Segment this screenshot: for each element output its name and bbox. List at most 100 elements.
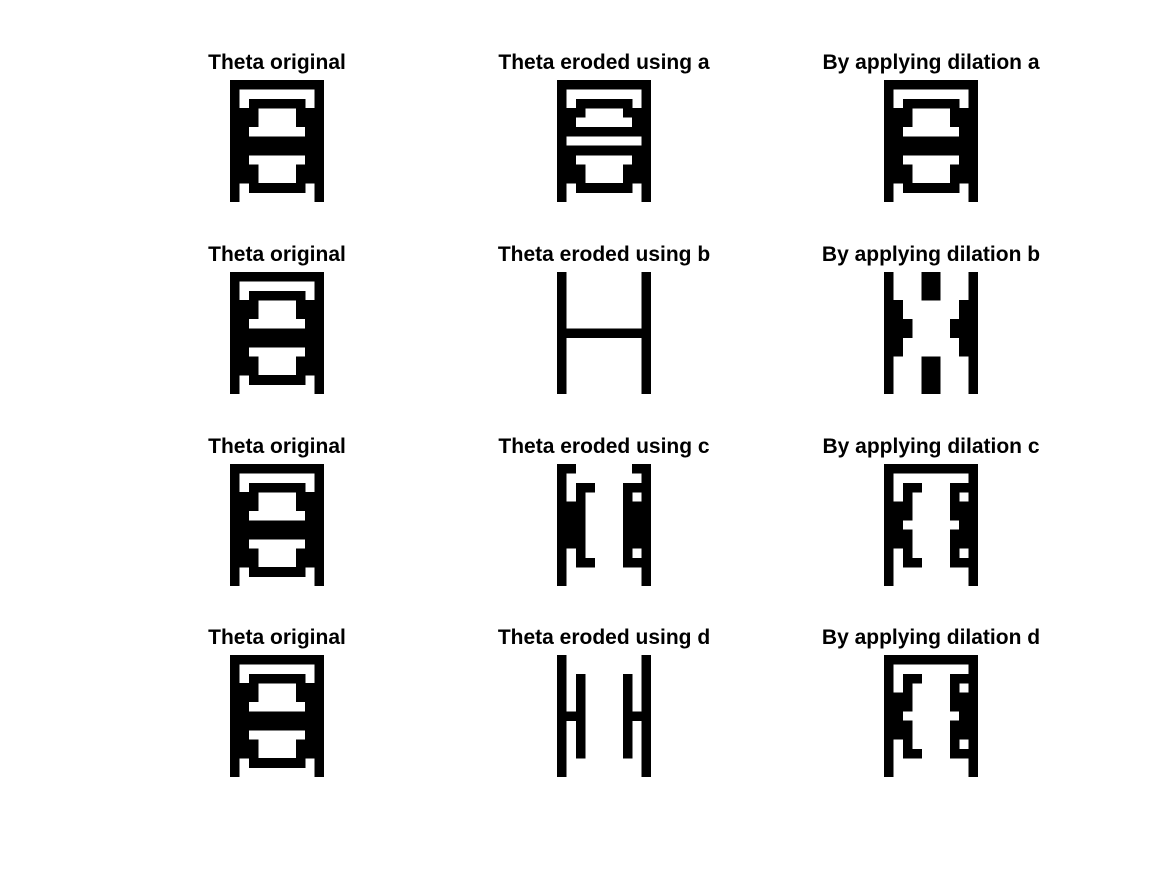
pixel [286,375,296,385]
pixel [314,155,324,165]
pixel [940,98,950,109]
pixel [902,739,913,750]
pixel [641,300,651,310]
pixel [959,126,969,137]
pixel [632,482,642,493]
pixel [314,664,324,674]
pixel [286,328,296,338]
pixel [622,98,633,109]
pixel [295,117,306,128]
pixel [968,98,978,109]
pixel [314,108,324,118]
pixel [912,145,922,156]
pixel [902,748,913,759]
pixel [295,98,306,109]
pixel [248,673,259,684]
pixel [314,136,324,146]
pixel [622,692,633,703]
pixel [968,464,978,474]
pixel [557,567,567,577]
pixel [267,720,278,731]
pixel [893,164,903,175]
pixel [641,711,651,721]
pixel [295,492,306,502]
pixel [949,730,960,740]
pixel [314,173,324,184]
pixel [613,80,623,90]
pixel [230,576,240,586]
pixel [566,126,576,137]
pixel [632,464,642,474]
pixel [902,183,913,193]
pixel [295,673,306,684]
pixel [884,328,894,338]
pixel [295,482,306,493]
pixel [277,464,287,474]
pixel [258,673,268,684]
pixel [239,173,249,184]
pixel [641,673,651,684]
pixel [893,80,903,90]
pixel [557,482,567,493]
pixel [230,701,240,712]
pixel [230,567,240,577]
pixel [968,758,978,768]
pixel [248,145,259,156]
pixel [622,520,633,530]
pixel [557,384,567,394]
pixel [557,720,567,731]
pixel [968,701,978,712]
pixel [230,520,240,530]
pixel [557,281,567,291]
pixel [622,548,633,559]
pixel [575,720,586,731]
pixel [968,347,978,357]
pixel [575,126,586,137]
pixel [632,529,642,540]
pixel [248,548,259,559]
pixel [641,375,651,385]
pixel [949,501,960,512]
pixel [622,701,633,712]
pixel [314,673,324,684]
pixel [295,464,306,474]
pixel [230,664,240,674]
pixel [557,655,567,665]
pixel [902,108,913,118]
pixel [575,557,586,568]
pixel [248,720,259,731]
pixel [622,510,633,521]
pixel [968,567,978,577]
pixel [267,673,278,684]
pixel [557,309,567,320]
pixel [230,337,240,348]
pixel [931,464,941,474]
pixel [968,692,978,703]
pixel [632,711,642,721]
pixel [557,739,567,750]
pixel [258,183,268,193]
pixel [884,384,894,394]
pixel [959,173,969,184]
pixel [949,557,960,568]
pixel [884,365,894,376]
pixel [968,365,978,376]
pixel [622,539,633,549]
pixel [557,173,567,184]
pixel [959,482,969,493]
pixel [305,748,315,759]
pixel [912,482,922,493]
pixel [893,501,903,512]
pixel [902,683,913,693]
pixel [968,482,978,493]
pixel [912,98,922,109]
pixel [959,309,969,320]
pixel [884,492,894,502]
pixel [641,683,651,693]
pixel [258,328,268,338]
pixel [305,683,315,693]
pixel [641,520,651,530]
pixel [248,748,259,759]
pixel [585,126,595,137]
pixel [884,272,894,282]
